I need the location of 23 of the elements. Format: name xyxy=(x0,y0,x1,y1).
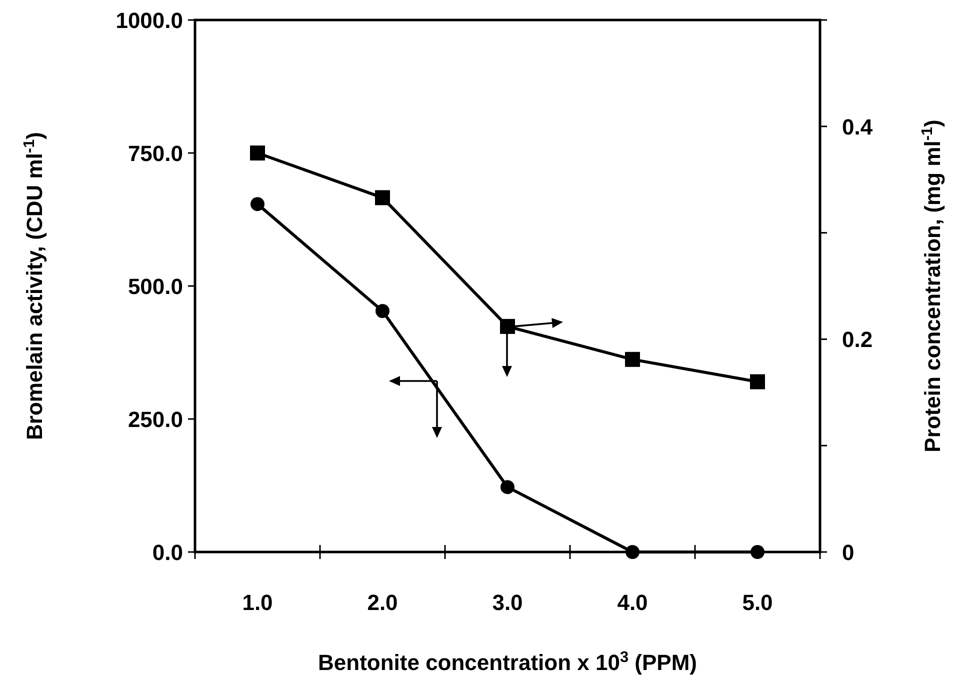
x-tick-label: 2.0 xyxy=(367,590,398,615)
x-tick-label: 4.0 xyxy=(617,590,648,615)
x-tick-label: 1.0 xyxy=(242,590,273,615)
x-tick-label: 3.0 xyxy=(492,590,523,615)
y2-tick-label: 0 xyxy=(842,540,854,565)
y2-tick-label: 0.2 xyxy=(842,327,873,352)
y-tick-label: 750.0 xyxy=(128,141,183,166)
point xyxy=(375,190,390,206)
point xyxy=(250,146,265,160)
point xyxy=(500,480,514,494)
y-tick-label: 0.0 xyxy=(152,540,183,565)
x-axis-title: Bentonite concentration x 10$^{3}$ (PPM) xyxy=(318,648,697,675)
x-tick-label: 5.0 xyxy=(742,590,773,615)
point xyxy=(750,374,765,390)
point xyxy=(750,545,764,559)
point xyxy=(376,304,390,318)
y2-tick-label: 0.4 xyxy=(842,114,874,140)
point xyxy=(250,197,264,212)
point xyxy=(625,352,640,367)
y-tick-label: 500.0 xyxy=(128,274,183,299)
point xyxy=(626,545,640,559)
y-tick-label: 250.0 xyxy=(128,407,183,432)
y-tick-label: 1000.0 xyxy=(116,8,183,33)
